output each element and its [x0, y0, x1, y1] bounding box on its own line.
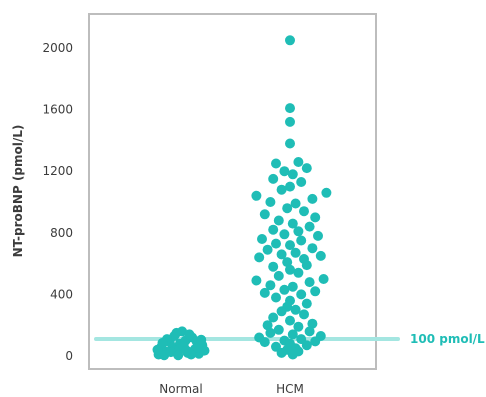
point-hcm-45: [273, 270, 284, 281]
point-hcm-6: [301, 163, 312, 174]
y-tick-label-1600: 1600: [42, 103, 73, 117]
point-hcm-47: [251, 275, 262, 286]
point-hcm-52: [310, 286, 321, 297]
point-hcm-14: [251, 190, 262, 201]
point-normal-16: [184, 329, 195, 340]
y-axis-title: NT-proBNP (pmol/L): [11, 125, 25, 258]
point-hcm-30: [296, 235, 307, 246]
point-hcm-28: [313, 230, 323, 241]
point-hcm-36: [276, 249, 287, 260]
reference-line-label: 100 pmol/L: [410, 332, 485, 346]
point-hcm-20: [259, 209, 270, 220]
y-tick-label-400: 400: [50, 287, 73, 301]
point-hcm-76: [259, 337, 270, 348]
y-tick-label-0: 0: [65, 349, 73, 363]
point-hcm-8: [287, 169, 298, 180]
point-hcm-10: [296, 177, 307, 187]
point-hcm-17: [290, 198, 301, 209]
reference-line-group: 100 pmol/L: [94, 332, 485, 346]
point-hcm-4: [271, 158, 281, 169]
point-hcm-50: [287, 281, 298, 292]
point-hcm-64: [307, 318, 318, 329]
point-normal-26: [173, 350, 184, 361]
data-points: [152, 35, 332, 361]
point-hcm-70: [287, 329, 298, 340]
point-hcm-59: [290, 304, 301, 315]
point-hcm-24: [304, 221, 315, 232]
point-hcm-34: [262, 244, 273, 255]
point-hcm-78: [301, 340, 312, 351]
point-hcm-84: [287, 349, 298, 360]
point-hcm-0: [285, 35, 295, 46]
point-hcm-12: [276, 184, 287, 195]
point-hcm-57: [301, 298, 312, 309]
plot-frame: [88, 13, 377, 370]
point-normal-25: [192, 342, 203, 353]
point-hcm-3: [285, 138, 295, 149]
point-hcm-51: [279, 284, 290, 295]
point-hcm-41: [301, 260, 312, 271]
point-hcm-75: [310, 336, 321, 347]
x-axis-categories: Normal HCM: [159, 382, 304, 396]
point-hcm-53: [259, 287, 270, 298]
point-hcm-9: [268, 173, 279, 184]
point-hcm-15: [307, 193, 318, 204]
point-hcm-55: [271, 292, 281, 303]
point-hcm-43: [285, 264, 295, 275]
point-normal-29: [196, 334, 207, 345]
point-hcm-22: [273, 215, 284, 226]
point-hcm-31: [271, 238, 281, 249]
point-hcm-19: [299, 206, 309, 217]
point-hcm-18: [282, 203, 293, 214]
point-hcm-21: [310, 212, 321, 223]
point-normal-17: [171, 327, 182, 338]
point-hcm-33: [307, 243, 318, 254]
y-tick-label-2000: 2000: [42, 41, 73, 55]
point-hcm-1: [285, 103, 295, 114]
point-hcm-16: [265, 197, 276, 207]
point-hcm-5: [293, 157, 304, 167]
x-category-label-normal: Normal: [159, 382, 202, 396]
point-hcm-11: [285, 181, 295, 192]
point-hcm-67: [273, 324, 284, 335]
point-normal-27: [181, 345, 192, 356]
point-hcm-83: [276, 347, 287, 358]
point-hcm-29: [257, 234, 267, 244]
point-hcm-32: [285, 240, 295, 251]
point-hcm-66: [293, 321, 304, 332]
point-normal-28: [157, 337, 168, 348]
x-category-label-hcm: HCM: [276, 382, 304, 396]
y-tick-label-1200: 1200: [42, 164, 73, 178]
point-hcm-38: [254, 252, 265, 263]
y-tick-label-800: 800: [50, 226, 73, 240]
point-hcm-63: [285, 315, 295, 326]
point-hcm-27: [279, 229, 290, 240]
point-hcm-7: [279, 166, 290, 177]
point-hcm-46: [318, 274, 329, 284]
point-hcm-37: [315, 250, 326, 261]
point-hcm-60: [276, 306, 287, 317]
point-hcm-42: [268, 261, 279, 272]
point-hcm-2: [285, 116, 295, 127]
point-hcm-40: [282, 257, 293, 268]
point-hcm-54: [296, 289, 307, 300]
point-hcm-35: [290, 247, 301, 258]
y-axis-ticks: 0 400 800 1200 1600 2000: [42, 41, 73, 363]
point-hcm-25: [268, 224, 279, 235]
point-hcm-69: [265, 327, 276, 338]
point-hcm-49: [265, 280, 276, 291]
point-hcm-68: [304, 326, 315, 337]
point-normal-19: [152, 344, 163, 355]
point-hcm-23: [287, 218, 298, 229]
point-hcm-65: [262, 320, 273, 331]
point-hcm-44: [293, 267, 304, 278]
point-hcm-13: [321, 187, 332, 198]
point-hcm-26: [293, 226, 304, 237]
point-hcm-62: [268, 312, 279, 323]
point-hcm-48: [304, 277, 315, 288]
point-hcm-61: [299, 309, 309, 320]
